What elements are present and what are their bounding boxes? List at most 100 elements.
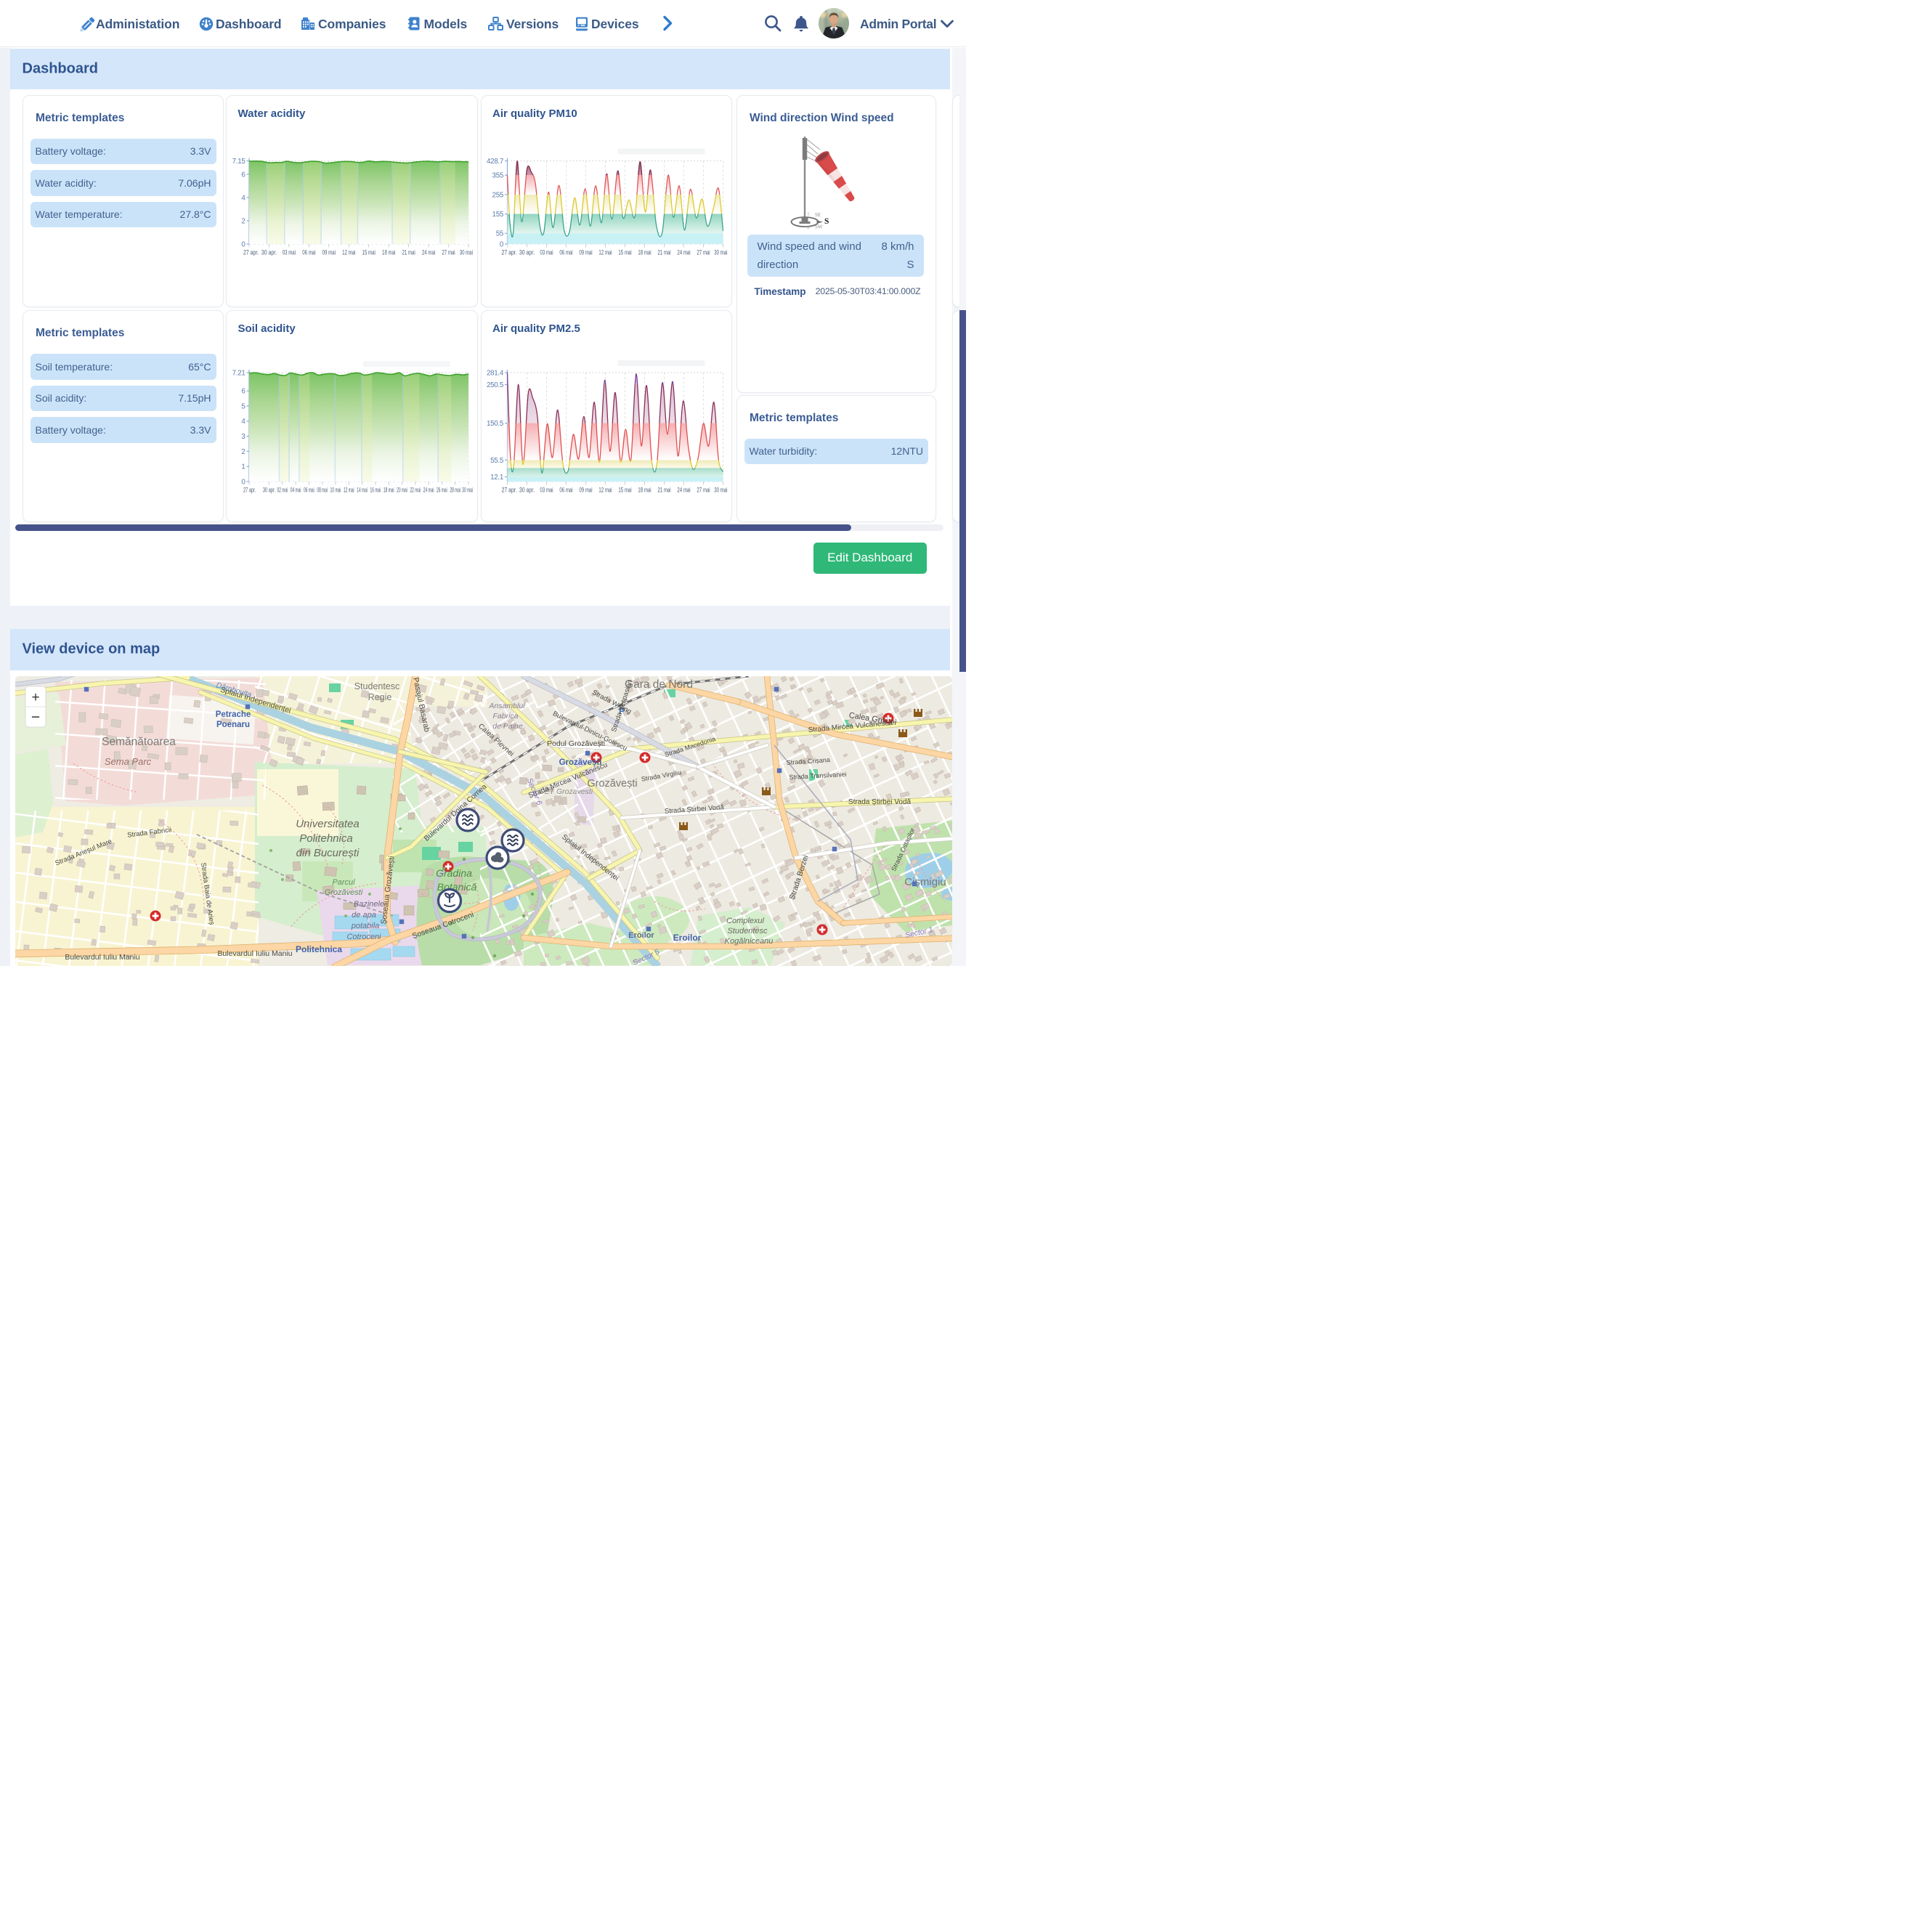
svg-text:7.15: 7.15 <box>232 157 246 165</box>
svg-text:Grădina: Grădina <box>436 867 472 879</box>
svg-text:3: 3 <box>241 433 245 441</box>
svg-text:30 mai: 30 mai <box>714 248 727 256</box>
svg-text:12.1: 12.1 <box>490 474 503 482</box>
svg-text:06 mai: 06 mai <box>302 248 315 256</box>
svg-text:18 mai: 18 mai <box>383 487 394 495</box>
svg-text:08 mai: 08 mai <box>317 487 328 495</box>
svg-text:potabila: potabila <box>350 922 379 930</box>
svg-text:24 mai: 24 mai <box>677 487 690 495</box>
svg-text:Fabrica: Fabrica <box>492 712 518 721</box>
svg-text:S: S <box>824 217 829 226</box>
svg-text:0: 0 <box>241 240 245 248</box>
svg-text:30 apr.: 30 apr. <box>519 248 534 256</box>
svg-text:2: 2 <box>241 448 245 456</box>
svg-text:27 mai: 27 mai <box>442 248 455 256</box>
svg-text:Politehnica: Politehnica <box>299 832 352 845</box>
svg-text:Semănătoarea: Semănătoarea <box>102 736 176 748</box>
svg-text:09 mai: 09 mai <box>579 248 592 256</box>
svg-text:22 mai: 22 mai <box>410 487 421 495</box>
svg-text:02 mai: 02 mai <box>277 487 288 495</box>
svg-text:12 mai: 12 mai <box>344 487 354 495</box>
svg-text:06 mai: 06 mai <box>559 248 572 256</box>
svg-text:Strada Transilvaniei: Strada Transilvaniei <box>789 770 846 780</box>
svg-text:Eroilor: Eroilor <box>673 933 701 943</box>
svg-text:30 mai: 30 mai <box>460 248 473 256</box>
svg-text:Regie: Regie <box>368 692 391 702</box>
svg-text:28 mai: 28 mai <box>450 487 460 495</box>
svg-text:5: 5 <box>241 402 245 410</box>
svg-text:15 mai: 15 mai <box>618 487 631 495</box>
svg-text:+: + <box>31 690 39 705</box>
svg-text:4: 4 <box>241 194 245 202</box>
svg-text:Sema Parc: Sema Parc <box>104 756 151 767</box>
svg-text:0: 0 <box>499 240 503 248</box>
svg-text:din București: din București <box>296 847 359 859</box>
svg-text:de apa: de apa <box>352 911 376 920</box>
svg-text:6: 6 <box>241 171 245 179</box>
svg-text:09 mai: 09 mai <box>579 487 592 495</box>
svg-text:55.5: 55.5 <box>490 457 504 465</box>
svg-text:Grozăvești: Grozăvești <box>587 778 637 790</box>
svg-text:18 mai: 18 mai <box>638 248 651 256</box>
svg-text:W: W <box>806 226 811 230</box>
svg-text:1: 1 <box>241 463 245 471</box>
svg-text:15 mai: 15 mai <box>362 248 376 256</box>
svg-text:27 apr.: 27 apr. <box>243 248 259 256</box>
svg-text:24 mai: 24 mai <box>677 248 690 256</box>
svg-text:Bulevardul Iuliu Maniu: Bulevardul Iuliu Maniu <box>65 953 139 962</box>
svg-text:Parcul: Parcul <box>332 878 355 887</box>
svg-text:27 mai: 27 mai <box>697 487 710 495</box>
svg-text:15 mai: 15 mai <box>618 248 631 256</box>
svg-text:2: 2 <box>241 217 245 225</box>
svg-text:SW: SW <box>815 224 823 230</box>
svg-text:21 mai: 21 mai <box>657 248 670 256</box>
svg-text:Poenaru: Poenaru <box>216 721 249 729</box>
svg-text:14 mai: 14 mai <box>357 487 368 495</box>
svg-text:27 apr.: 27 apr. <box>243 487 256 495</box>
svg-text:24 mai: 24 mai <box>422 248 435 256</box>
svg-text:−: − <box>31 709 39 726</box>
svg-text:30 apr.: 30 apr. <box>519 487 534 495</box>
svg-text:21 mai: 21 mai <box>657 487 670 495</box>
svg-text:CET Grozavesti: CET Grozavesti <box>538 787 593 796</box>
svg-text:Bulevardul Iuliu Maniu: Bulevardul Iuliu Maniu <box>217 949 292 958</box>
svg-text:Ansamblul: Ansamblul <box>488 702 525 710</box>
svg-text:Politehnica: Politehnica <box>295 944 341 954</box>
svg-text:Podul Grozăvești: Podul Grozăvești <box>547 739 605 748</box>
svg-text:Strada Știrbei Vodă: Strada Știrbei Vodă <box>848 798 911 806</box>
svg-text:Grozăvesti: Grozăvesti <box>324 888 362 897</box>
svg-text:21 mai: 21 mai <box>402 248 415 256</box>
svg-text:Universitatea: Universitatea <box>296 818 360 830</box>
svg-text:18 mai: 18 mai <box>638 487 651 495</box>
svg-text:150.5: 150.5 <box>486 420 503 428</box>
svg-text:7.21: 7.21 <box>232 369 245 377</box>
svg-text:Strada Crișana: Strada Crișana <box>786 755 830 766</box>
svg-text:Studentesc: Studentesc <box>727 927 768 935</box>
svg-text:06 mai: 06 mai <box>304 487 314 495</box>
svg-text:Cișmigiu: Cișmigiu <box>904 876 946 888</box>
svg-text:E: E <box>807 212 810 216</box>
svg-text:255: 255 <box>492 191 503 199</box>
svg-text:de Paine: de Paine <box>492 722 523 731</box>
svg-text:30 apr.: 30 apr. <box>261 248 277 256</box>
svg-text:12 mai: 12 mai <box>342 248 355 256</box>
svg-text:24 mai: 24 mai <box>423 487 434 495</box>
svg-text:155: 155 <box>492 211 503 219</box>
svg-text:Kogălniceanu: Kogălniceanu <box>724 937 773 946</box>
svg-text:30 apr.: 30 apr. <box>263 487 275 495</box>
svg-text:30 mai: 30 mai <box>714 487 727 495</box>
svg-text:06 mai: 06 mai <box>559 487 572 495</box>
svg-text:SE: SE <box>815 212 821 218</box>
svg-text:Gara de Nord: Gara de Nord <box>625 678 693 691</box>
svg-text:6: 6 <box>241 388 245 396</box>
svg-text:250.5: 250.5 <box>486 381 503 389</box>
svg-text:04 mai: 04 mai <box>291 487 301 495</box>
svg-text:03 mai: 03 mai <box>540 487 553 495</box>
svg-text:Complexul: Complexul <box>726 917 765 925</box>
svg-text:0: 0 <box>241 478 245 486</box>
svg-text:27 apr.: 27 apr. <box>501 248 516 256</box>
svg-text:03 mai: 03 mai <box>283 248 296 256</box>
svg-text:26 mai: 26 mai <box>437 487 447 495</box>
svg-text:12 mai: 12 mai <box>598 487 612 495</box>
svg-text:55: 55 <box>495 230 503 238</box>
